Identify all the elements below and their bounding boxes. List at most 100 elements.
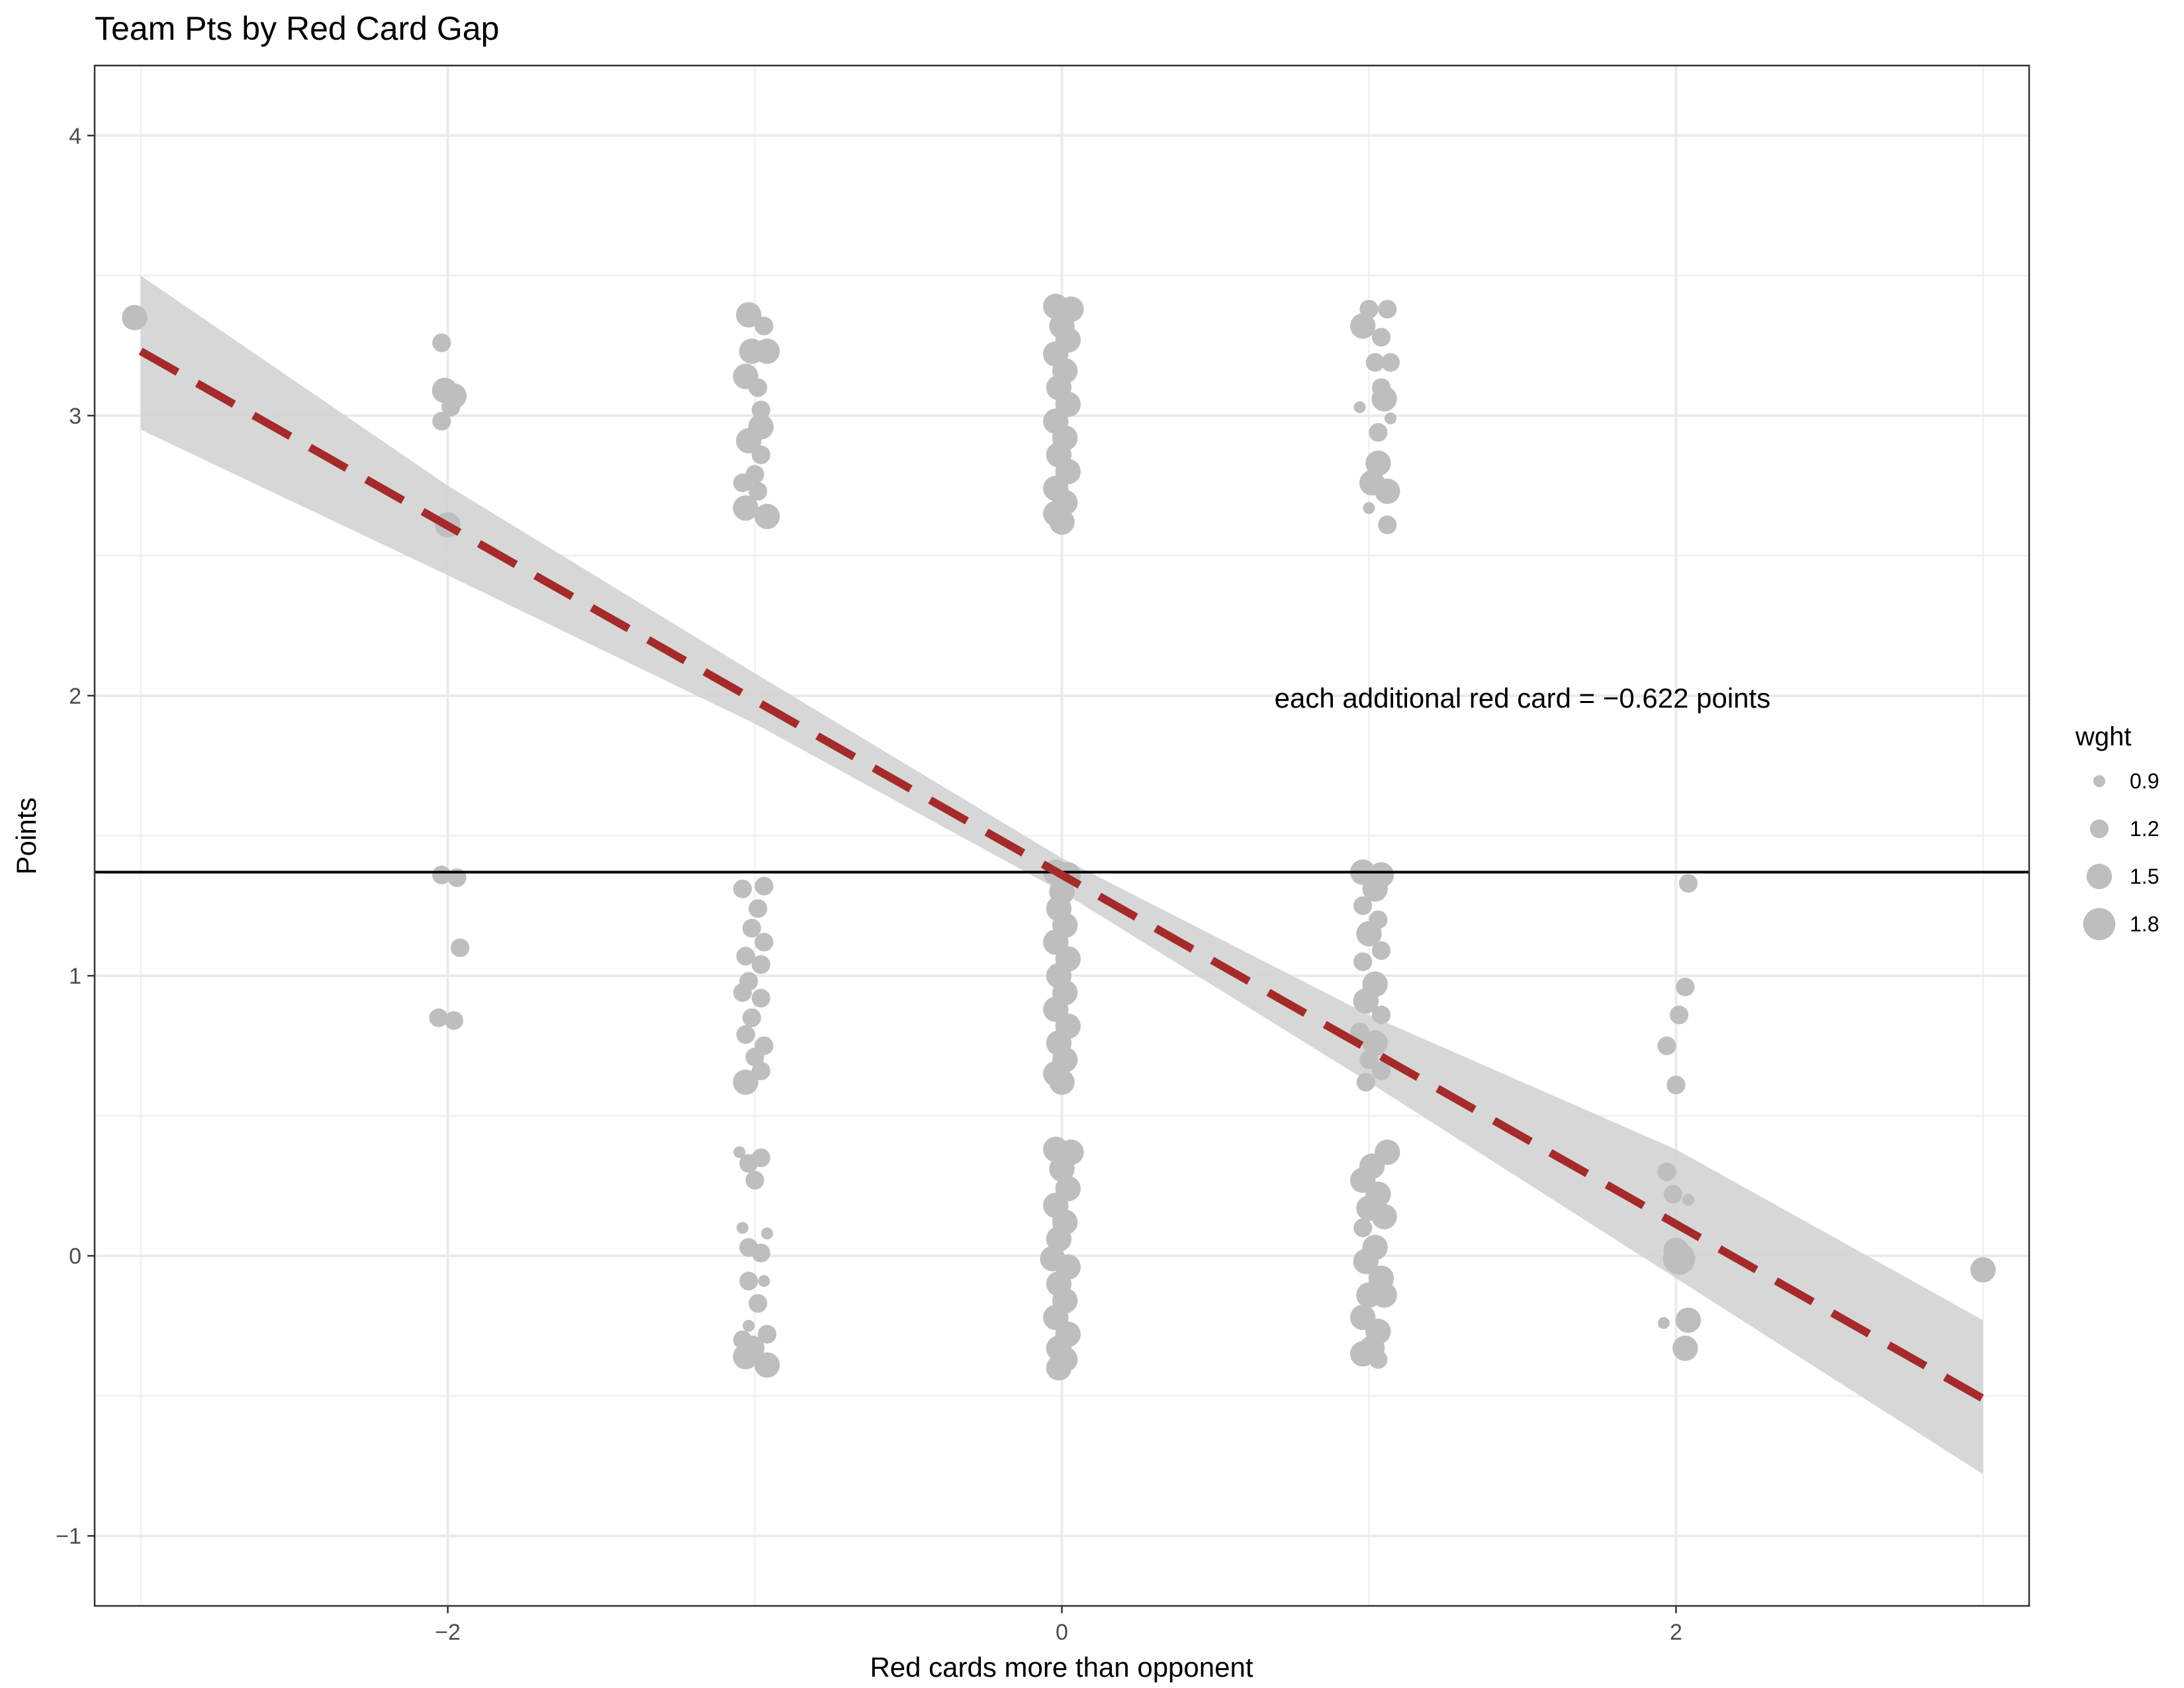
data-point (1046, 1355, 1072, 1381)
y-tick-label: 3 (69, 404, 81, 429)
data-point (1353, 1248, 1379, 1274)
data-point (1349, 313, 1376, 339)
data-point (1363, 502, 1375, 514)
data-point (1049, 1156, 1075, 1182)
data-point (1678, 874, 1698, 893)
data-point (749, 1293, 768, 1313)
y-tick-label: 2 (69, 684, 81, 709)
data-point (736, 947, 755, 966)
data-point (1371, 386, 1397, 412)
data-point (1657, 1036, 1676, 1055)
data-point (751, 988, 770, 1008)
data-point (1378, 299, 1397, 319)
data-point (751, 400, 770, 420)
data-point (1353, 988, 1379, 1014)
data-point (754, 933, 774, 952)
data-point (745, 1047, 764, 1066)
data-point (1676, 977, 1695, 997)
data-point (751, 955, 770, 974)
legend-label: 0.9 (2130, 769, 2159, 793)
legend-key (2093, 775, 2105, 787)
data-point (1970, 1257, 1996, 1283)
data-point (1371, 1282, 1397, 1308)
data-point (733, 879, 752, 898)
data-point (749, 899, 768, 918)
data-point (1359, 1050, 1379, 1070)
data-point (1353, 401, 1366, 414)
y-tick-label: 1 (69, 964, 81, 989)
x-tick-label: −2 (435, 1620, 461, 1645)
data-point (1353, 952, 1373, 971)
chart-title: Team Pts by Red Card Gap (95, 10, 499, 47)
data-point (736, 428, 762, 454)
data-point (1353, 1218, 1373, 1237)
data-point (739, 1272, 758, 1291)
data-point (751, 1243, 770, 1263)
data-point (1675, 1307, 1702, 1333)
data-point (1362, 1030, 1388, 1056)
data-point (1662, 1243, 1696, 1275)
data-point (1371, 1203, 1397, 1230)
data-point (1371, 941, 1391, 961)
data-point (441, 398, 461, 417)
data-point (733, 1069, 758, 1096)
data-point (1384, 412, 1396, 425)
y-tick-label: −1 (56, 1524, 81, 1549)
data-point (745, 1170, 764, 1190)
legend: wght 0.9 1.2 1.5 1.8 (2075, 722, 2159, 941)
data-point (432, 333, 451, 352)
data-point (751, 445, 770, 465)
data-point (1371, 328, 1391, 347)
data-point (1672, 1335, 1698, 1361)
data-point (122, 305, 148, 330)
data-point (758, 1275, 770, 1288)
fit-line-layer (138, 348, 1985, 1403)
data-point (1657, 1317, 1670, 1329)
legend-title: wght (2075, 722, 2132, 751)
data-point (1369, 1350, 1388, 1369)
data-point (733, 1146, 746, 1158)
data-point (739, 1154, 758, 1173)
legend-label: 1.2 (2130, 817, 2159, 841)
data-point (749, 378, 768, 397)
data-point (1669, 1006, 1689, 1025)
data-point (749, 481, 768, 501)
data-point (1371, 1006, 1391, 1025)
data-point (1049, 509, 1075, 535)
data-point (1657, 1162, 1676, 1182)
legend-key (2083, 908, 2116, 941)
y-tick-label: 0 (69, 1244, 81, 1269)
data-point (736, 302, 762, 328)
data-point (1666, 1075, 1686, 1095)
data-point (1365, 353, 1385, 372)
x-tick-label: 2 (1670, 1620, 1682, 1645)
data-point (429, 1008, 448, 1027)
legend-key (2089, 819, 2109, 839)
data-point (761, 1227, 774, 1240)
data-point (757, 1325, 777, 1344)
x-axis-title: Red cards more than opponent (870, 1652, 1253, 1683)
data-point (1362, 876, 1388, 902)
data-point (451, 938, 470, 957)
data-point (1682, 1194, 1694, 1206)
legend-label: 1.8 (2130, 912, 2159, 936)
data-point (733, 473, 752, 492)
data-point (1365, 450, 1391, 476)
data-point (742, 1008, 761, 1027)
data-point (1369, 423, 1388, 442)
annotation-text: each additional red card = −0.622 points (1275, 682, 1771, 714)
axis-ticks: −2 0 2 −1 0 1 2 3 4 (56, 124, 1682, 1645)
data-point (754, 503, 780, 530)
data-point (733, 1344, 758, 1370)
x-tick-label: 0 (1056, 1620, 1068, 1645)
data-point (1046, 1226, 1072, 1252)
data-point (754, 338, 780, 364)
data-point (1356, 1072, 1375, 1092)
data-point (1356, 921, 1382, 947)
legend-label: 1.5 (2130, 865, 2159, 888)
data-point (733, 983, 752, 1002)
data-point (736, 1221, 749, 1234)
data-point (432, 412, 451, 431)
data-point (1381, 353, 1400, 372)
